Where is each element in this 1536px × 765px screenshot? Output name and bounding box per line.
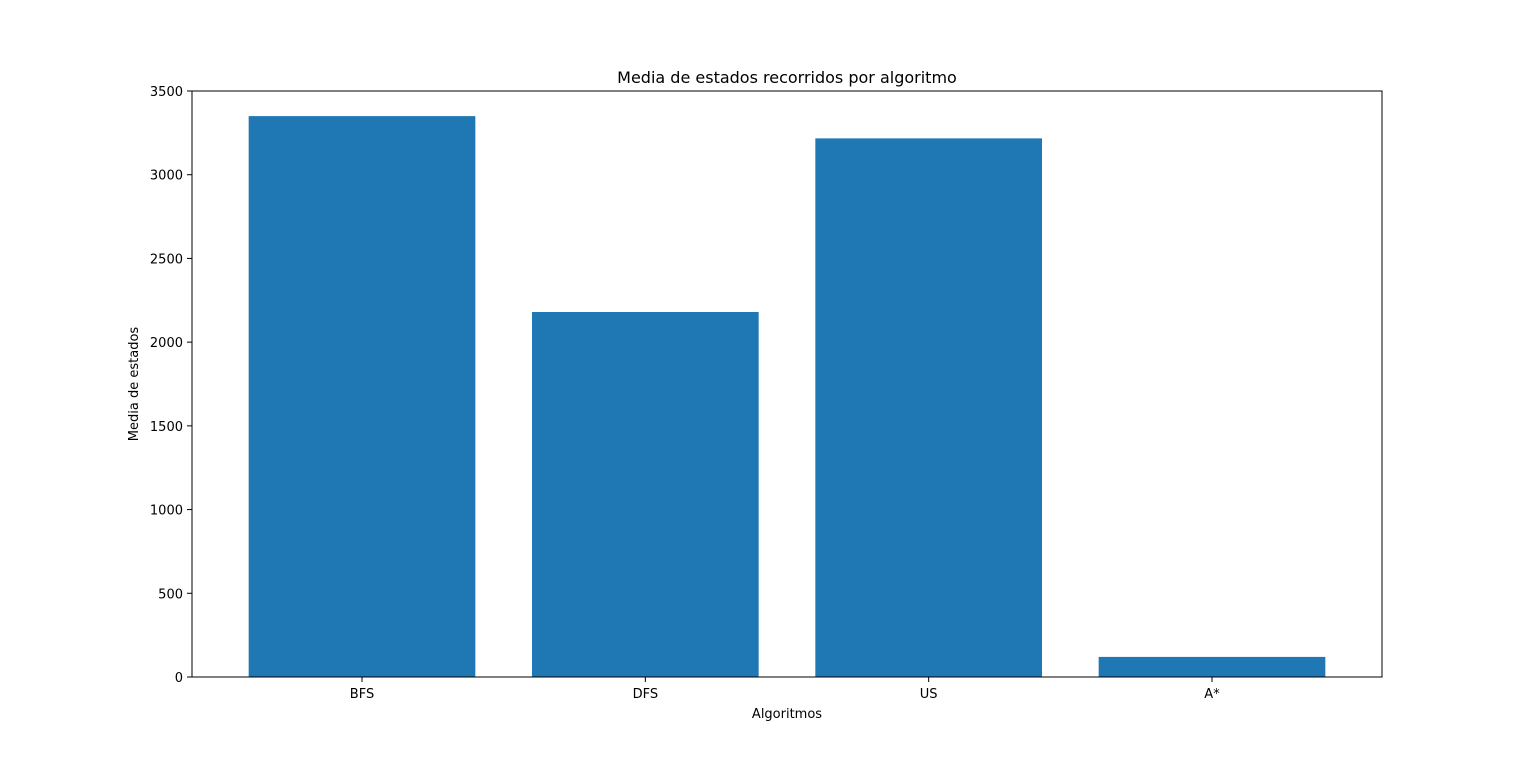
plot-area-frame [191, 90, 1383, 678]
y-tick-label: 3500 [150, 85, 183, 100]
bar-dfs [532, 312, 759, 677]
x-tick-label: A* [1204, 687, 1220, 702]
bar-astar [1098, 656, 1326, 677]
chart-title: Media de estados recorridos por algoritm… [617, 68, 957, 87]
y-axis-ticks: 0 500 1000 1500 2000 2500 3000 3500 [150, 85, 192, 686]
x-axis-ticks: BFS DFS US A* [350, 677, 1220, 702]
x-tick-label: BFS [350, 687, 374, 702]
x-tick-label: DFS [633, 687, 659, 702]
x-axis-label: Algoritmos [752, 707, 822, 722]
y-tick-label: 1500 [150, 420, 183, 435]
bar-us [815, 138, 1042, 678]
bars-layer [248, 116, 1326, 678]
y-tick-label: 2000 [150, 336, 183, 351]
x-tick-label: US [920, 687, 938, 702]
y-axis-label: Media de estados [127, 327, 142, 442]
bar-bfs [248, 116, 476, 678]
y-tick-label: 3000 [150, 169, 183, 184]
y-tick-label: 500 [158, 587, 183, 602]
y-tick-label: 0 [175, 671, 183, 686]
y-tick-label: 2500 [150, 252, 183, 267]
y-tick-label: 1000 [150, 504, 183, 519]
